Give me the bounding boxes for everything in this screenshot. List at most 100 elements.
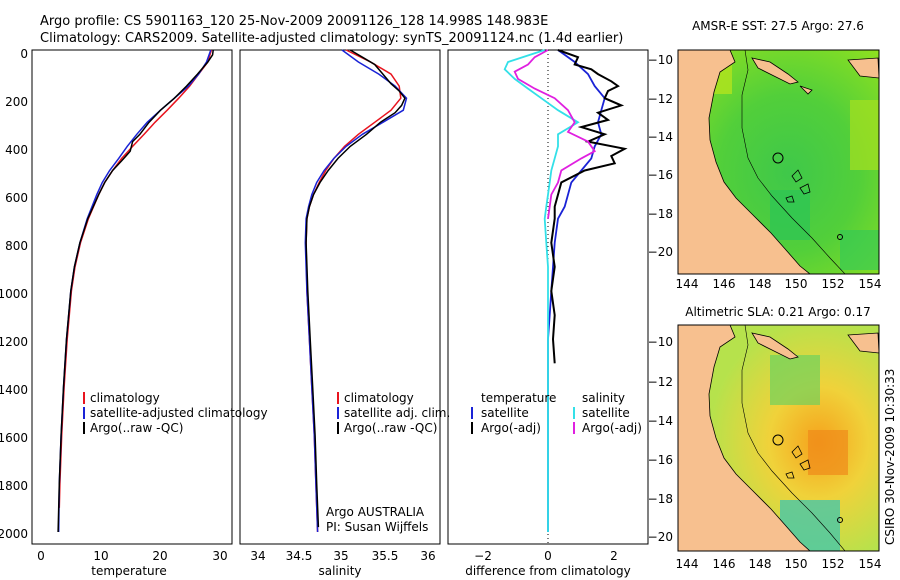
temperature-series xyxy=(57,49,214,533)
shelf-contour xyxy=(741,50,846,274)
difference-axis-label: difference from climatology xyxy=(465,564,631,578)
small-island-marker xyxy=(837,517,843,523)
map-lon-tick-label: 150 xyxy=(785,277,808,291)
difference-salinity-satellite-line xyxy=(503,49,580,532)
depth-tick-label: 400 xyxy=(5,143,28,157)
temperature-climatology-line xyxy=(58,49,213,508)
temperature-satellite-line xyxy=(57,49,212,533)
depth-tick-label: 600 xyxy=(5,191,28,205)
coastline-land xyxy=(678,325,811,551)
map-lat-tick-label: −12 xyxy=(648,375,673,389)
depth-tick-label: 1600 xyxy=(0,431,28,445)
legend-label: Argo(-adj) xyxy=(582,421,642,435)
depth-axis: 0 200 400 600 800 1000 1200 1400 1600 18… xyxy=(0,47,28,541)
sst-map xyxy=(678,50,879,274)
land-islands xyxy=(751,57,879,95)
small-island-marker xyxy=(837,234,843,240)
salinity-tick-label: 35.5 xyxy=(372,549,399,563)
salinity-tick-label: 34.5 xyxy=(286,549,313,563)
legend-label: satellite xyxy=(582,406,630,420)
salinity-tick-label: 34 xyxy=(250,549,265,563)
legend-label: climatology xyxy=(90,391,160,405)
temperature-panel-frame xyxy=(31,49,233,545)
legend-label: satellite xyxy=(481,406,529,420)
difference-legend: temperature satellite Argo(-adj) salinit… xyxy=(471,391,642,435)
sla-high-patch xyxy=(808,430,848,475)
map-lon-tick-label: 148 xyxy=(749,557,772,571)
figure-title-line1: Argo profile: CS 5901163_120 25-Nov-2009… xyxy=(40,14,548,29)
difference-tick-label: 2 xyxy=(610,549,618,563)
legend-label: satellite-adjusted climatology xyxy=(90,406,268,420)
map-lat-tick-label: −14 xyxy=(648,414,673,428)
salinity-tick-label: 35 xyxy=(333,549,348,563)
footer-stamp: CSIRO 30-Nov-2009 10:30:33 xyxy=(883,369,897,545)
difference-tick-label: 0 xyxy=(544,549,552,563)
legend-heading: salinity xyxy=(582,391,625,405)
salinity-satellite-line xyxy=(304,49,408,533)
map-lon-tick-label: 144 xyxy=(676,557,699,571)
sla-low-patch xyxy=(770,355,820,405)
salinity-axis-label: salinity xyxy=(318,564,361,578)
sst-map-frame xyxy=(677,49,880,275)
map-lon-tick-label: 154 xyxy=(859,277,882,291)
map-lon-tick-label: 146 xyxy=(713,557,736,571)
map-lat-tick-label: −16 xyxy=(648,453,673,467)
argo-float-marker xyxy=(772,434,784,446)
temperature-legend: climatology satellite-adjusted climatolo… xyxy=(83,391,268,435)
temperature-axis-label: temperature xyxy=(91,564,166,578)
depth-tick-label: 1800 xyxy=(0,479,28,493)
salinity-series xyxy=(304,49,408,533)
depth-tick-label: 1000 xyxy=(0,287,28,301)
depth-tick-label: 800 xyxy=(5,239,28,253)
legend-label: Argo(..raw -QC) xyxy=(344,421,437,435)
map-lon-tick-label: 146 xyxy=(713,277,736,291)
coastline-land xyxy=(678,50,811,274)
legend-label: satellite adj. clim. xyxy=(344,406,450,420)
legend-label: climatology xyxy=(344,391,414,405)
argo-float-marker xyxy=(772,152,784,164)
depth-tick-label: 1200 xyxy=(0,335,28,349)
figure-title-line2: Climatology: CARS2009. Satellite-adjuste… xyxy=(40,31,623,46)
map-lat-tick-label: −20 xyxy=(648,245,673,259)
map-lat-tick-label: −10 xyxy=(648,53,673,67)
map-lat-tick-label: −18 xyxy=(648,207,673,221)
difference-temperature-argo-line xyxy=(550,49,628,364)
sla-map xyxy=(678,325,879,551)
depth-tick-label: 2000 xyxy=(0,527,28,541)
sst-cool-patch xyxy=(840,230,879,270)
salinity-tick-label: 36 xyxy=(420,549,435,563)
map-lon-tick-label: 148 xyxy=(749,277,772,291)
temperature-tick-label: 10 xyxy=(93,549,108,563)
temperature-argo-line xyxy=(57,49,214,533)
map-lon-tick-label: 154 xyxy=(859,557,882,571)
salinity-climatology-line xyxy=(305,49,402,533)
map-lon-tick-label: 144 xyxy=(676,277,699,291)
temperature-tick-label: 0 xyxy=(37,549,45,563)
salinity-argo-line xyxy=(305,49,406,528)
map-lat-tick-label: −16 xyxy=(648,168,673,182)
difference-salinity-argo-line xyxy=(513,49,597,219)
reef-outlines xyxy=(785,445,811,479)
salinity-panel-frame xyxy=(239,49,441,545)
map-lon-tick-label: 150 xyxy=(785,557,808,571)
temperature-tick-label: 20 xyxy=(152,549,167,563)
sst-map-title: AMSR-E SST: 27.5 Argo: 27.6 xyxy=(692,19,864,33)
depth-tick-label: 0 xyxy=(20,47,28,61)
map-lat-tick-label: −14 xyxy=(648,130,673,144)
map-lat-tick-label: −20 xyxy=(648,530,673,544)
depth-tick-label: 200 xyxy=(5,95,28,109)
difference-series xyxy=(503,49,628,532)
sst-cool-patch xyxy=(770,190,810,240)
legend-heading: temperature xyxy=(481,391,556,405)
sla-map-frame xyxy=(677,324,880,552)
map-lat-tick-label: −12 xyxy=(648,92,673,106)
map-lat-tick-label: −10 xyxy=(648,335,673,349)
difference-tick-label: −2 xyxy=(474,549,492,563)
map-lat-tick-label: −18 xyxy=(648,492,673,506)
land-islands xyxy=(751,332,879,360)
map-lon-tick-label: 152 xyxy=(822,277,845,291)
data-source-annotation: Argo AUSTRALIA xyxy=(326,505,425,519)
salinity-legend: climatology satellite adj. clim. Argo(..… xyxy=(326,391,450,534)
temperature-tick-label: 30 xyxy=(212,549,227,563)
